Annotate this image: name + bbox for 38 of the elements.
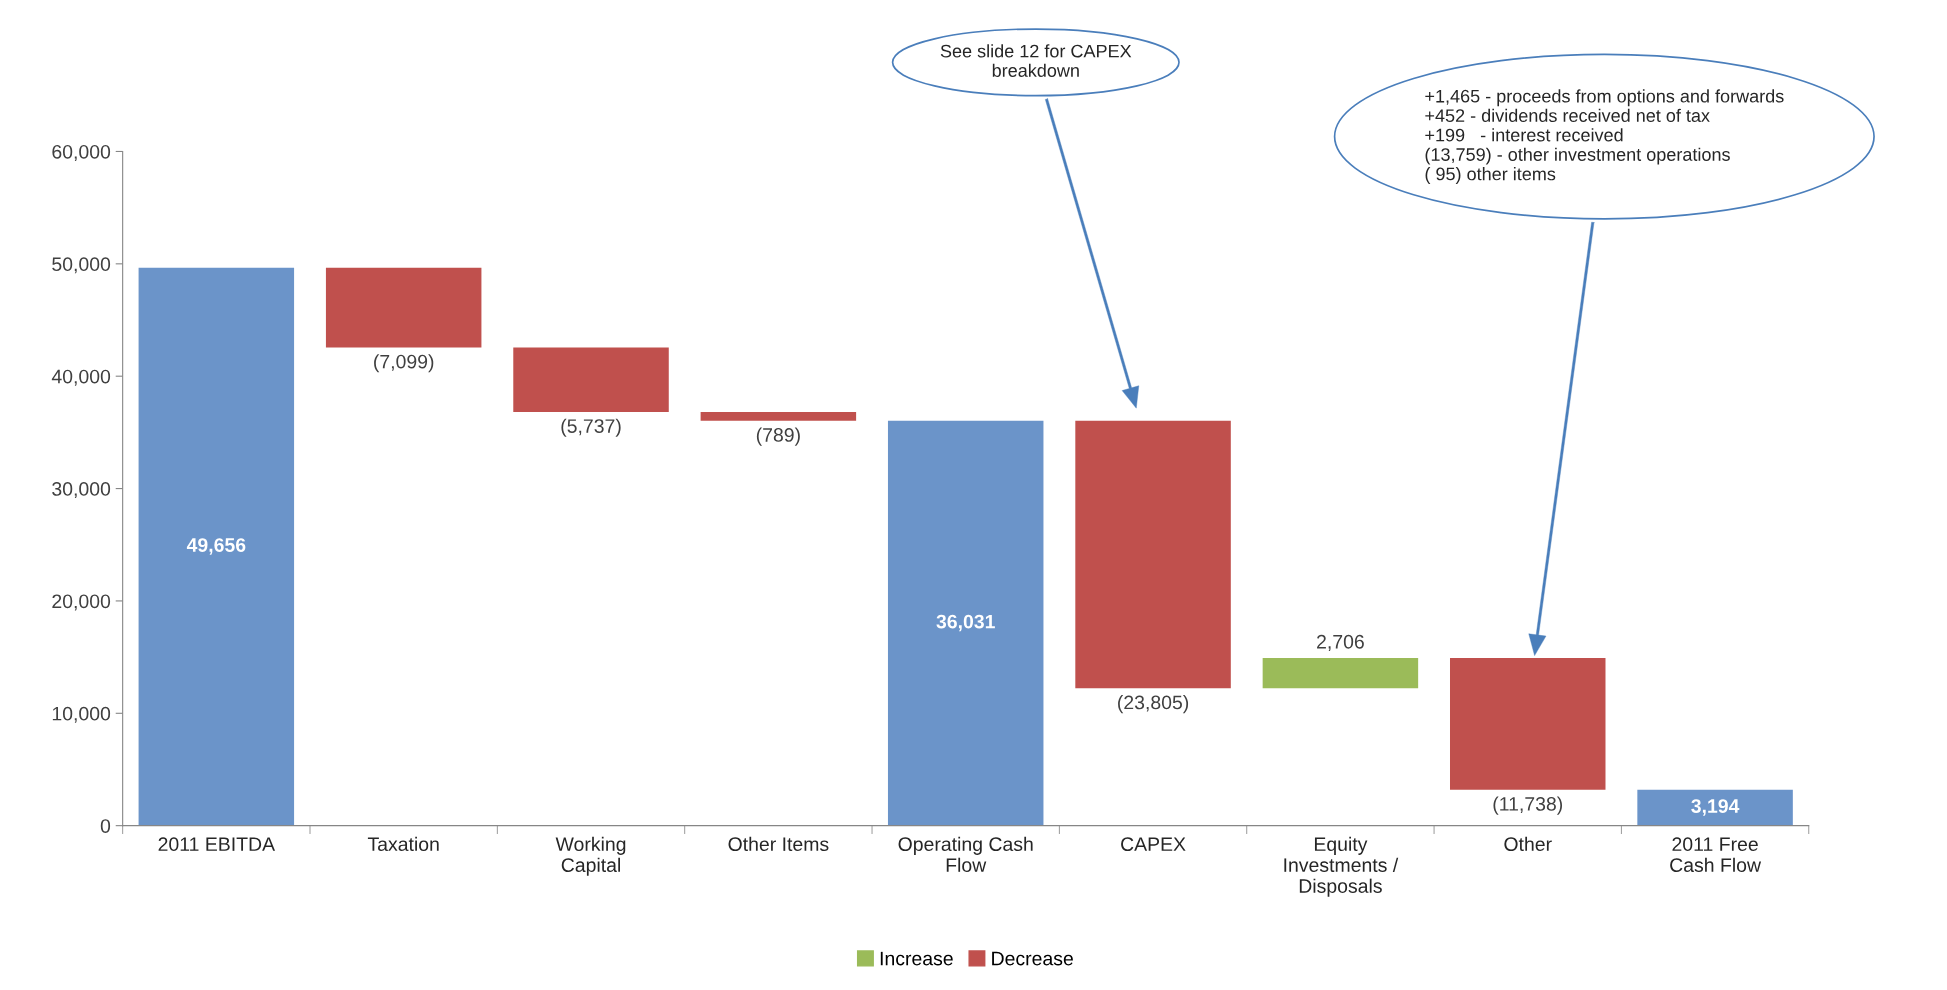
x-tick-label: Working Capital [555,836,626,876]
y-tick-label: 40,000 [51,369,111,386]
data-label: 2,706 [1317,634,1364,651]
legend-label: Decrease [992,951,1073,966]
y-tick-label: 50,000 [52,257,111,274]
bar [1262,657,1419,689]
text: See slide 12 for CAPEX breakdown [940,44,1132,77]
data-label: (7,099) [374,354,434,373]
data-label: 49,656 [186,538,246,555]
y-tick-label: 30,000 [52,482,111,499]
bar [887,420,1044,826]
x-tick-label: Other [1504,836,1552,852]
y-tick-label: 10,000 [52,706,111,723]
bar [513,347,669,412]
data-label: (5,737) [561,418,621,437]
y-tick-label: 0 [100,819,111,833]
bar [325,267,482,348]
data-label: 3,194 [1691,799,1740,816]
data-label: 36,031 [936,614,995,632]
x-tick-label: 2011 Free Cash Flow [1670,837,1762,872]
data-label: (11,738) [1493,796,1563,815]
x-tick-label: Operating Cash Flow [898,836,1033,872]
y-tick-label: 60,000 [52,144,111,161]
annotation: +1,465 - proceeds from options and forwards +452 - dividends received net of tax +199 - interest received (13,759) - other investment operations ( 95) other items [1425,89,1784,184]
x-tick-label: 2011 EBITDA [158,837,276,852]
bar [1450,657,1606,790]
bar [1637,789,1793,826]
data-label: (789) [756,427,800,446]
x-tick-label: Equity Investments / Disposals [1284,836,1399,897]
data-label: (23,805) [1118,695,1189,714]
bar [700,411,857,421]
x-tick-label: CAPEX [1121,837,1186,852]
y-tick-label: 20,000 [52,594,111,611]
x-tick-label: Taxation [367,836,439,852]
bar [1075,420,1231,689]
legend-label: Increase [880,951,953,966]
bar [138,267,295,826]
x-tick-label: Other Items [728,836,829,852]
